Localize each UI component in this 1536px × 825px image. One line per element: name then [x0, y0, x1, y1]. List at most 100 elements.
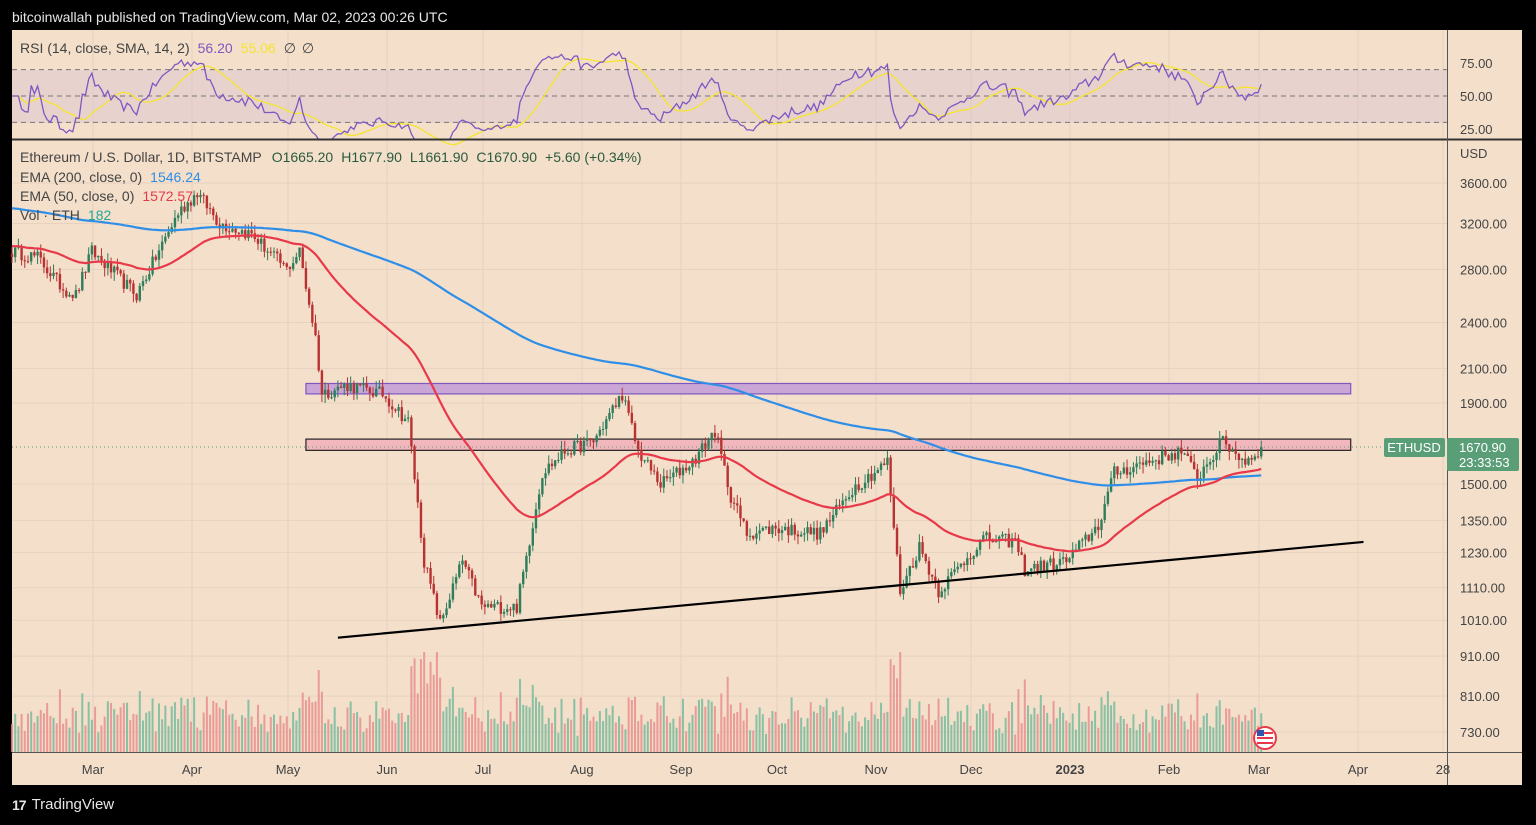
volume-bar: [991, 713, 994, 752]
candle-body: [307, 288, 311, 305]
svg-text:EMA (200, close, 0)1546.24: EMA (200, close, 0) 1546.24: [20, 169, 201, 185]
candle-body: [598, 429, 602, 436]
volume-bar: [873, 714, 876, 752]
candle-body: [1237, 453, 1241, 461]
volume-bar: [911, 717, 914, 752]
volume-bar: [1094, 710, 1097, 752]
volume-bar: [1027, 705, 1030, 752]
candle-body: [215, 215, 218, 225]
ema50-value: 1572.57: [142, 188, 193, 204]
candle-body: [777, 528, 780, 534]
candle-body: [934, 576, 937, 583]
volume-bar: [295, 720, 298, 752]
volume-bar: [892, 665, 895, 752]
volume-bar: [828, 718, 831, 752]
volume-bar: [365, 728, 368, 752]
volume-bar: [595, 721, 598, 752]
candle-body: [537, 494, 541, 510]
volume-bar: [857, 721, 860, 752]
volume-bar: [771, 711, 774, 752]
candle-body: [1212, 460, 1215, 463]
candle-body: [560, 449, 563, 460]
candle-body: [311, 304, 314, 323]
candle-body: [186, 202, 189, 212]
candle-body: [93, 245, 97, 258]
volume-bar: [1129, 727, 1132, 752]
candle-body: [1138, 462, 1142, 464]
volume-bar: [11, 723, 13, 752]
volume-bar: [193, 697, 196, 752]
volume-bar: [586, 708, 589, 752]
volume-bar: [231, 713, 234, 752]
volume-bar: [263, 714, 266, 752]
candle-body: [330, 397, 333, 399]
price-tick-label: 3600.00: [1460, 176, 1507, 191]
candle-body: [1129, 472, 1132, 475]
candle-body: [365, 383, 368, 388]
volume-bar: [161, 719, 164, 752]
volume-bar: [761, 714, 764, 752]
volume-bar: [1087, 706, 1090, 752]
candle-body: [1020, 552, 1023, 555]
candle-body: [406, 417, 410, 419]
volume-bar: [937, 698, 940, 752]
rsi-extra-2: ∅: [302, 40, 314, 56]
candle-body: [467, 566, 471, 571]
tradingview-brand[interactable]: 17 TradingView: [12, 796, 114, 813]
ema200-label: EMA (200, close, 0): [20, 169, 142, 185]
candle-body: [362, 383, 365, 386]
candle-body: [291, 263, 295, 269]
volume-bar: [362, 731, 365, 752]
candle-body: [109, 261, 113, 273]
volume-bar: [141, 720, 144, 752]
candle-body: [892, 495, 896, 528]
volume-bar: [723, 716, 726, 752]
candle-body: [819, 527, 822, 540]
candle-body: [534, 509, 538, 529]
volume-bar: [634, 696, 637, 752]
candle-body: [461, 560, 464, 565]
volume-bar: [883, 712, 886, 752]
candle-body: [1039, 560, 1042, 572]
time-tick-label: Jun: [377, 762, 398, 777]
volume-bar: [397, 713, 400, 752]
volume-bar: [42, 713, 45, 752]
support-trendline[interactable]: [337, 540, 1364, 639]
volume-bar: [1106, 691, 1109, 752]
support-zone[interactable]: [305, 438, 1352, 451]
volume-bar: [563, 723, 566, 752]
candle-body: [943, 589, 947, 592]
candle-body: [13, 247, 17, 258]
candle-body: [796, 534, 800, 537]
candle-body: [106, 261, 110, 269]
price-tag-countdown: 23:33:53: [1459, 455, 1510, 470]
candle-body: [272, 251, 276, 253]
volume-bar: [1161, 705, 1164, 752]
volume-bar: [809, 702, 812, 752]
volume-bar: [298, 707, 301, 752]
candle-body: [490, 603, 493, 608]
volume-bar: [621, 724, 624, 752]
volume-bar: [49, 715, 52, 752]
candle-body: [1100, 519, 1103, 531]
resistance-zone[interactable]: [305, 382, 1352, 395]
volume-bar: [266, 731, 269, 752]
volume-bar: [800, 717, 803, 752]
candle-body: [940, 591, 943, 598]
ohlc-low: L1661.90: [410, 149, 469, 165]
candle-body: [675, 467, 678, 473]
candle-body: [946, 576, 950, 590]
volume-bar: [589, 720, 592, 752]
flag-icon[interactable]: [1253, 726, 1277, 750]
volume-bar: [343, 729, 346, 752]
rsi-sma-value: 55.06: [241, 40, 276, 56]
candle-body: [1010, 538, 1014, 548]
volume-bar: [189, 721, 192, 752]
volume-bar: [467, 717, 470, 752]
candle-body: [1228, 444, 1231, 452]
volume-bar: [122, 702, 125, 752]
candle-body: [716, 437, 720, 439]
volume-bar: [1138, 723, 1141, 752]
svg-text:Ethereum / U.S. Dollar, 1D, BI: Ethereum / U.S. Dollar, 1D, BITSTAMP O166…: [20, 149, 642, 165]
